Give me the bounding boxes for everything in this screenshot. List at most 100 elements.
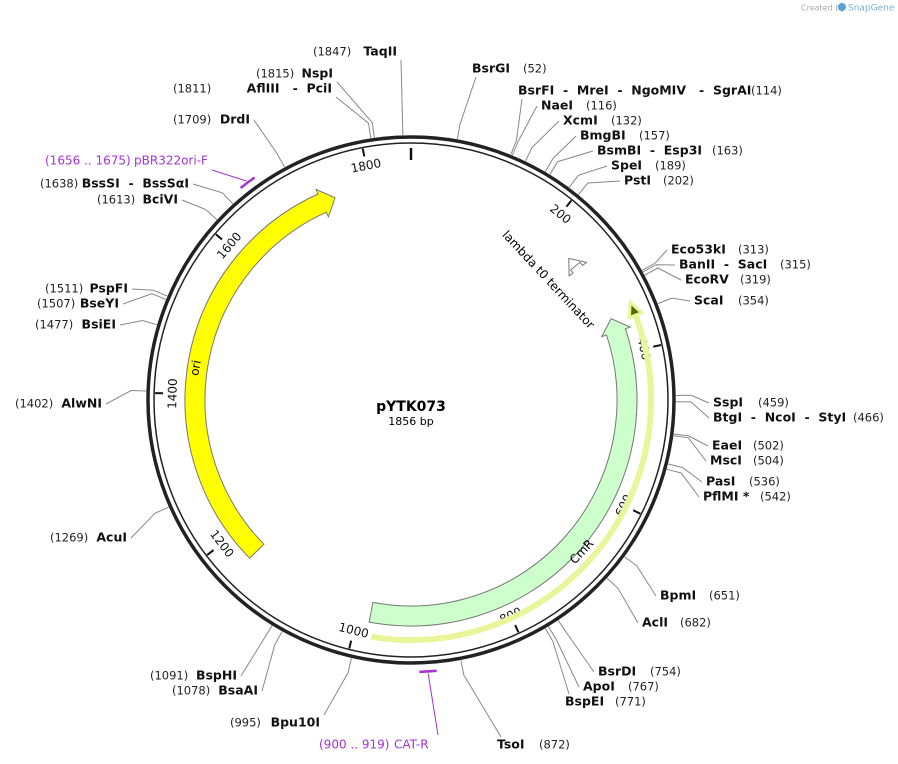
site-position: (319) — [740, 273, 771, 287]
site-position: (189) — [655, 159, 686, 173]
site-leader — [456, 76, 477, 140]
site-position: (114) — [751, 84, 782, 98]
credit-prefix: Created by — [801, 4, 845, 13]
site-leader — [544, 628, 570, 695]
site-position: (1477) — [35, 318, 73, 332]
site-position: (1613) — [97, 193, 135, 207]
site-name: AclI — [642, 615, 668, 630]
site-leader — [335, 96, 372, 139]
site-position: (116) — [586, 99, 617, 113]
primer-leader — [211, 169, 247, 182]
primer-leader — [427, 673, 439, 736]
site-leader — [606, 577, 639, 624]
site-leader — [119, 319, 158, 326]
site-name: AflIII - PciI — [247, 81, 332, 96]
site-position: (651) — [709, 589, 740, 603]
site-leader — [547, 626, 580, 688]
site-position: (1815) — [256, 67, 294, 81]
site-position: (1091) — [150, 669, 188, 683]
site-position: (1402) — [15, 397, 53, 411]
site-position: (536) — [749, 475, 780, 489]
ruler-tick — [652, 343, 662, 348]
site-position: (163) — [712, 144, 743, 158]
site-name: Eco53kI — [671, 242, 726, 257]
site-leader — [657, 297, 691, 305]
site-name: NaeI — [541, 98, 573, 113]
site-position: (313) — [738, 243, 769, 257]
site-leader — [130, 506, 169, 539]
site-name: PflMI * — [703, 489, 750, 504]
site-leader — [323, 658, 352, 716]
site-leader — [511, 105, 538, 156]
ruler-tick — [361, 148, 366, 157]
primer-name: pBR322ori-F — [134, 154, 208, 168]
primer-range: (900 .. 919) — [319, 738, 389, 752]
site-name: Bpu10I — [271, 715, 320, 730]
site-position: (1511) — [45, 282, 83, 296]
site-leader — [253, 119, 285, 168]
ruler-tick — [565, 199, 573, 208]
site-position: (872) — [539, 738, 570, 752]
plasmid-name: pYTK073 — [376, 399, 446, 415]
site-leader — [673, 435, 707, 462]
primer-bar — [239, 176, 256, 189]
site-leader — [510, 98, 523, 155]
site-name: BseYI — [80, 296, 119, 311]
primer-name: CAT-R — [394, 738, 429, 752]
site-position: (1078) — [172, 684, 210, 698]
site-leader — [105, 389, 147, 405]
site-leader — [131, 288, 168, 297]
site-position: (1811) — [173, 82, 211, 96]
ruler-label: 1800 — [350, 156, 383, 176]
site-position: (132) — [611, 114, 642, 128]
site-name: AlwNI — [61, 396, 102, 411]
site-name: TaqII — [363, 44, 397, 59]
feature-arrow — [568, 257, 588, 277]
site-name: BspEI — [565, 694, 604, 709]
site-name: BtgI - NcoI - StyI — [713, 410, 846, 425]
site-name: ApoI — [583, 679, 615, 694]
site-position: (504) — [753, 454, 784, 468]
site-leader — [673, 433, 709, 447]
site-position: (1709) — [173, 113, 211, 127]
site-name: BsaAI — [218, 683, 258, 698]
site-name: BsiEI — [82, 317, 116, 332]
site-position: (354) — [738, 294, 769, 308]
ruler-tick — [206, 549, 215, 556]
site-name: BsmBI - Esp3I — [597, 143, 702, 158]
logo — [838, 3, 846, 11]
site-name: EcoRV — [685, 272, 729, 287]
ruler-label: 200 — [547, 201, 574, 226]
site-position: (1847) — [313, 45, 351, 59]
site-leader — [400, 59, 404, 136]
site-leader — [675, 394, 710, 404]
site-name: BssSI - BssSαI — [82, 176, 189, 191]
site-leader — [261, 631, 283, 692]
site-name: XcmI — [563, 113, 598, 128]
ruler-tick — [348, 640, 353, 649]
site-position: (1638) — [40, 177, 78, 191]
site-name: PasI — [706, 474, 735, 489]
site-position: (502) — [753, 439, 784, 453]
backbone-inner — [153, 142, 669, 658]
site-leader — [336, 81, 375, 138]
site-leader — [460, 660, 502, 738]
site-name: BciVI — [142, 192, 178, 207]
ruler-tick — [632, 509, 641, 515]
site-name: NspI — [301, 66, 333, 81]
site-name: PspFI — [89, 281, 128, 296]
site-leader — [578, 180, 621, 195]
site-leader — [642, 264, 676, 273]
site-leader — [181, 199, 218, 221]
site-position: (542) — [760, 490, 791, 504]
site-position: (754) — [650, 665, 681, 679]
feature-label: ori — [187, 359, 203, 377]
site-position: (1507) — [37, 297, 75, 311]
site-leader — [240, 625, 273, 677]
ruler-tick — [215, 233, 223, 241]
site-name: PstI — [624, 173, 651, 188]
site-position: (767) — [628, 680, 659, 694]
site-name: DrdI — [220, 112, 250, 127]
site-leader — [644, 267, 682, 281]
